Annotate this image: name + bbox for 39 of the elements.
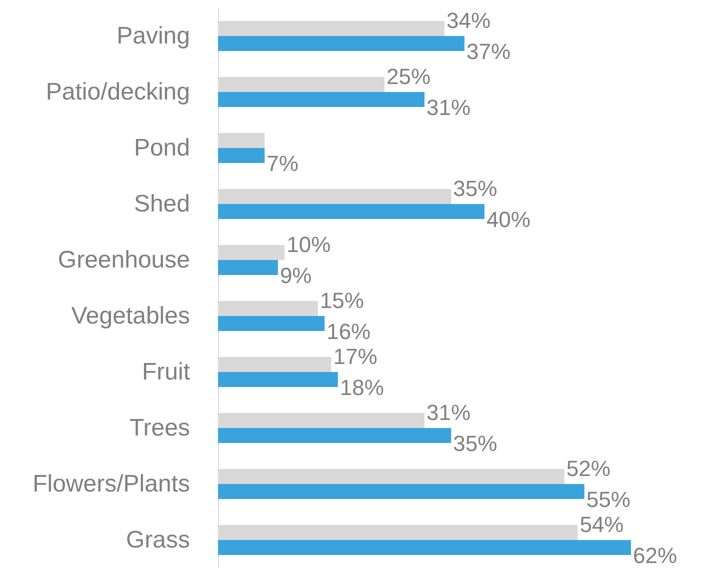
- data-label: 31%: [426, 95, 471, 120]
- data-label: 35%: [453, 431, 498, 456]
- y-tick-label: Grass: [126, 526, 190, 554]
- bar: [218, 204, 484, 219]
- y-tick-label: Pond: [134, 134, 190, 162]
- data-label: 15%: [320, 288, 364, 313]
- data-label: 17%: [333, 344, 378, 369]
- data-label: 16%: [326, 319, 371, 344]
- y-tick-label: Patio/decking: [46, 78, 190, 106]
- data-label: 10%: [286, 232, 331, 257]
- bar: [218, 260, 278, 275]
- bar: [218, 484, 584, 499]
- bar: [218, 92, 424, 107]
- data-label: 54%: [580, 512, 624, 537]
- data-label: 7%: [266, 151, 298, 176]
- data-label: 9%: [280, 263, 312, 288]
- y-tick-label: Flowers/Plants: [32, 470, 190, 498]
- data-label: 31%: [426, 400, 471, 425]
- y-tick-label: Vegetables: [71, 302, 190, 330]
- data-label: 37%: [466, 39, 511, 64]
- data-label: 34%: [446, 8, 491, 33]
- data-label: 52%: [566, 456, 610, 481]
- bar: [218, 428, 452, 443]
- y-tick-label: Paving: [116, 22, 190, 50]
- bar: [218, 540, 631, 555]
- y-tick-label: Shed: [134, 190, 190, 218]
- bar: [218, 316, 325, 331]
- bar: [218, 372, 338, 387]
- data-label: 25%: [386, 64, 431, 89]
- data-label: 40%: [486, 207, 530, 232]
- y-tick-label: Fruit: [142, 358, 190, 386]
- data-label: 35%: [453, 176, 498, 201]
- data-label: 62%: [633, 543, 678, 568]
- bar: [218, 36, 464, 51]
- y-tick-label: Trees: [130, 414, 190, 442]
- bar: [218, 148, 265, 163]
- y-tick-label: Greenhouse: [58, 246, 190, 274]
- data-label: 55%: [586, 487, 630, 512]
- data-label: 18%: [340, 375, 384, 400]
